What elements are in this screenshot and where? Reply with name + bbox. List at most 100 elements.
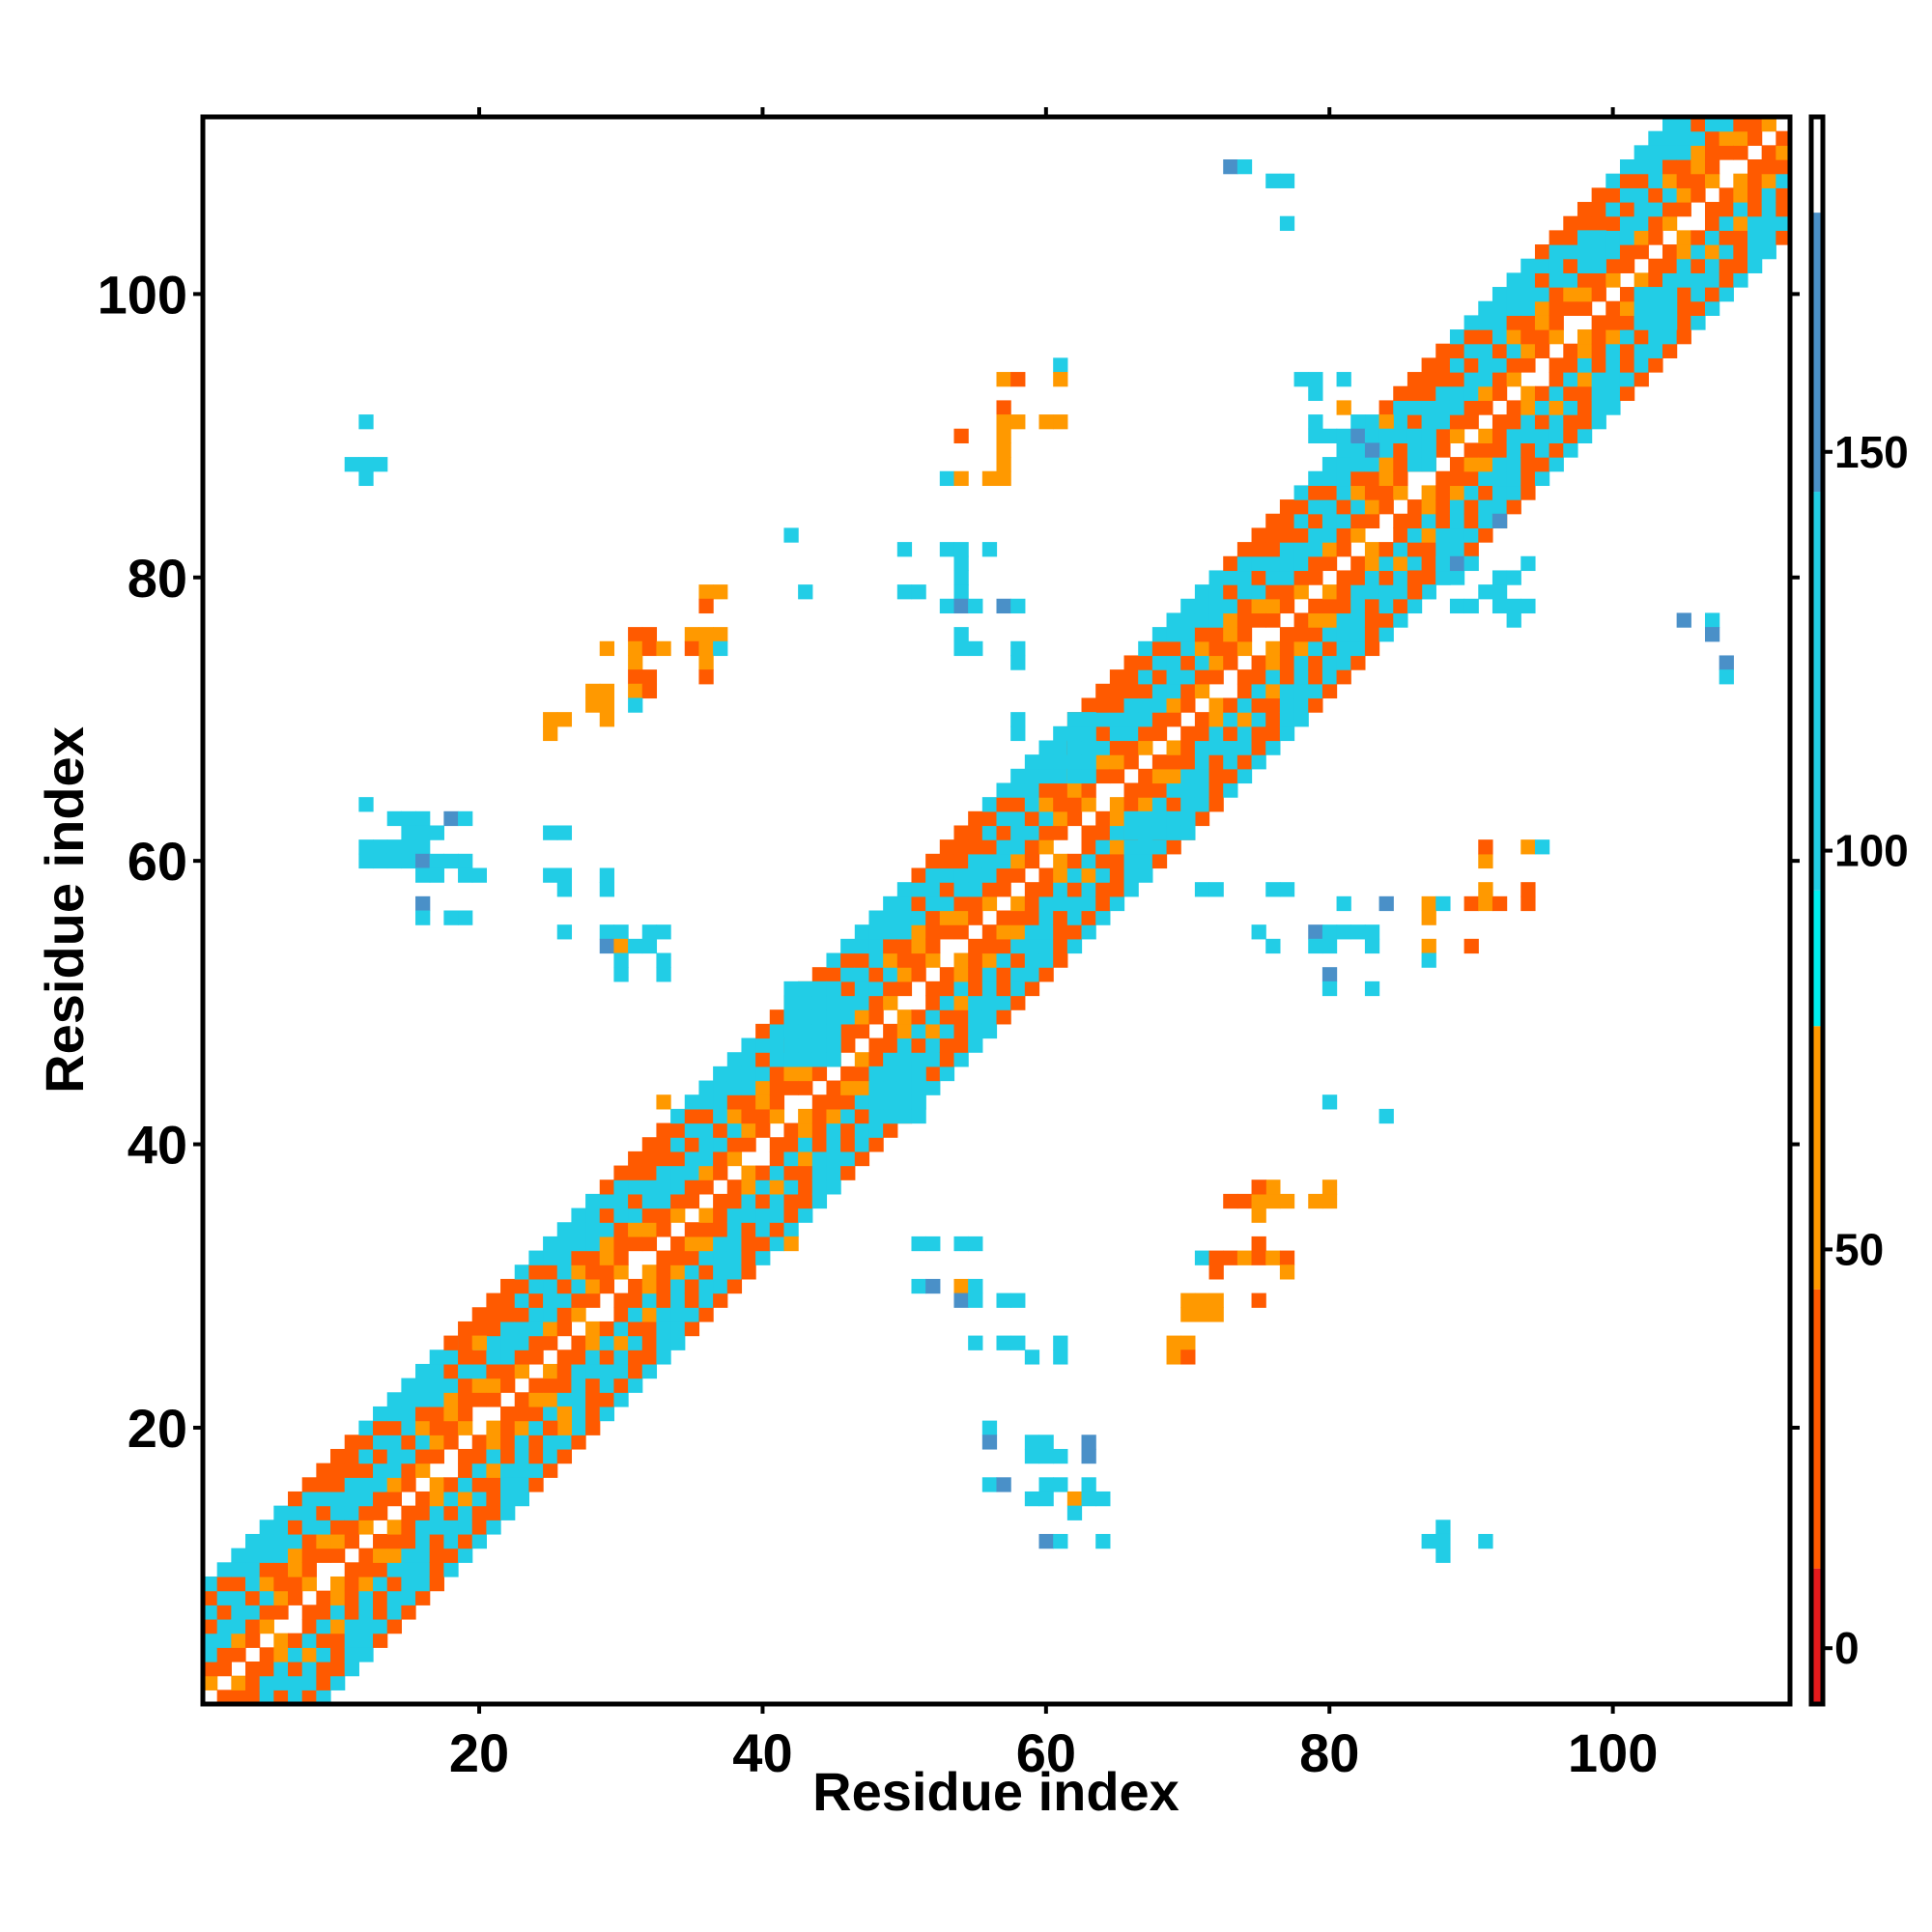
heatmap-cell xyxy=(1463,372,1479,387)
heatmap-cell xyxy=(741,1236,756,1252)
heatmap-cell xyxy=(344,1661,359,1677)
heatmap-cell xyxy=(1010,938,1026,954)
heatmap-cell xyxy=(556,1307,573,1322)
heatmap-cell xyxy=(528,1335,544,1350)
heatmap-cell xyxy=(1704,627,1720,642)
heatmap-cell xyxy=(996,470,1011,487)
heatmap-cell xyxy=(1038,924,1054,940)
heatmap-cell xyxy=(1591,230,1606,245)
heatmap-cell xyxy=(273,1647,289,1662)
heatmap-cell xyxy=(1676,145,1691,160)
heatmap-cell xyxy=(471,1491,487,1507)
heatmap-cell xyxy=(1138,867,1153,883)
heatmap-cell xyxy=(571,1264,586,1280)
heatmap-cell xyxy=(429,1406,444,1422)
heatmap-cell xyxy=(1053,725,1068,742)
heatmap-cell xyxy=(840,980,856,997)
heatmap-cell xyxy=(1265,938,1281,954)
heatmap-cell xyxy=(1393,470,1408,487)
heatmap-cell xyxy=(1605,385,1621,401)
heatmap-cell xyxy=(1321,584,1338,600)
heatmap-cell xyxy=(1109,825,1125,840)
heatmap-cell xyxy=(543,1392,558,1407)
heatmap-cell xyxy=(1350,442,1366,458)
heatmap-cell xyxy=(1662,173,1678,188)
plot-frame xyxy=(200,114,1793,1707)
heatmap-cell xyxy=(1662,287,1678,302)
heatmap-cell xyxy=(1378,457,1394,472)
heatmap-cell xyxy=(1308,655,1323,670)
heatmap-cell xyxy=(1478,499,1493,515)
heatmap-cell xyxy=(1053,825,1068,840)
heatmap-cell xyxy=(443,1406,459,1422)
heatmap-cell xyxy=(1151,712,1168,727)
heatmap-cell xyxy=(1449,385,1465,401)
heatmap-cell xyxy=(1138,839,1153,855)
heatmap-cell xyxy=(1308,938,1323,954)
heatmap-cell xyxy=(1024,882,1040,897)
heatmap-cell xyxy=(684,1108,700,1124)
heatmap-cell xyxy=(1053,882,1068,897)
heatmap-cell xyxy=(330,1576,346,1592)
heatmap-cell xyxy=(840,1037,856,1053)
heatmap-cell xyxy=(925,910,941,925)
heatmap-cell xyxy=(358,1435,374,1450)
heatmap-cell xyxy=(1676,130,1691,146)
heatmap-cell xyxy=(1223,570,1238,585)
heatmap-cell xyxy=(245,1675,261,1690)
heatmap-cell xyxy=(1662,202,1678,217)
heatmap-cell xyxy=(1010,867,1026,883)
heatmap-cell xyxy=(1690,258,1706,273)
heatmap-cell xyxy=(1534,442,1550,458)
heatmap-cell xyxy=(386,839,402,855)
heatmap-cell xyxy=(996,853,1011,869)
heatmap-cell xyxy=(1378,414,1394,430)
heatmap-cell xyxy=(443,1491,459,1507)
heatmap-cell xyxy=(641,1293,658,1308)
heatmap-cell xyxy=(556,1406,573,1422)
heatmap-cell xyxy=(1577,343,1593,358)
heatmap-cell xyxy=(1265,1250,1281,1265)
heatmap-cell xyxy=(911,895,926,912)
heatmap-cell xyxy=(1393,385,1408,401)
heatmap-cell xyxy=(641,1236,658,1252)
heatmap-cell xyxy=(1492,357,1508,373)
heatmap-cell xyxy=(316,1633,331,1648)
heatmap-cell xyxy=(713,1122,728,1138)
heatmap-cell xyxy=(1591,287,1606,302)
heatmap-cell xyxy=(429,1477,444,1492)
heatmap-cell xyxy=(1081,712,1096,727)
heatmap-cell xyxy=(1194,627,1210,642)
heatmap-cell xyxy=(1435,442,1451,458)
heatmap-cell xyxy=(358,1491,374,1507)
heatmap-cell xyxy=(783,1052,799,1067)
heatmap-cell xyxy=(1151,725,1168,742)
heatmap-cell xyxy=(1520,385,1536,401)
heatmap-cell xyxy=(471,1448,487,1464)
heatmap-cell xyxy=(1662,329,1678,345)
heatmap-cell xyxy=(486,1350,501,1365)
heatmap-cell xyxy=(1251,1250,1266,1265)
heatmap-cell xyxy=(996,797,1011,812)
heatmap-cell xyxy=(656,1321,671,1337)
colorbar-band xyxy=(1811,1026,1823,1290)
heatmap-cell xyxy=(1236,725,1253,742)
heatmap-cell xyxy=(401,810,416,827)
heatmap-cell xyxy=(726,1193,743,1209)
heatmap-cell xyxy=(358,470,374,487)
heatmap-cell xyxy=(1251,1236,1266,1252)
heatmap-cell xyxy=(713,1137,728,1152)
heatmap-cell xyxy=(981,1420,998,1435)
heatmap-cell xyxy=(1648,230,1663,245)
heatmap-cell xyxy=(713,640,728,657)
heatmap-cell xyxy=(656,1179,671,1195)
heatmap-cell xyxy=(981,825,998,840)
heatmap-cell xyxy=(330,1520,346,1535)
heatmap-cell xyxy=(911,867,926,883)
heatmap-cell xyxy=(1662,187,1678,203)
heatmap-cell xyxy=(528,1250,544,1265)
heatmap-cell xyxy=(1081,740,1096,755)
heatmap-cell xyxy=(1761,244,1776,260)
heatmap-cell xyxy=(1223,598,1238,614)
heatmap-cell xyxy=(1208,782,1224,798)
